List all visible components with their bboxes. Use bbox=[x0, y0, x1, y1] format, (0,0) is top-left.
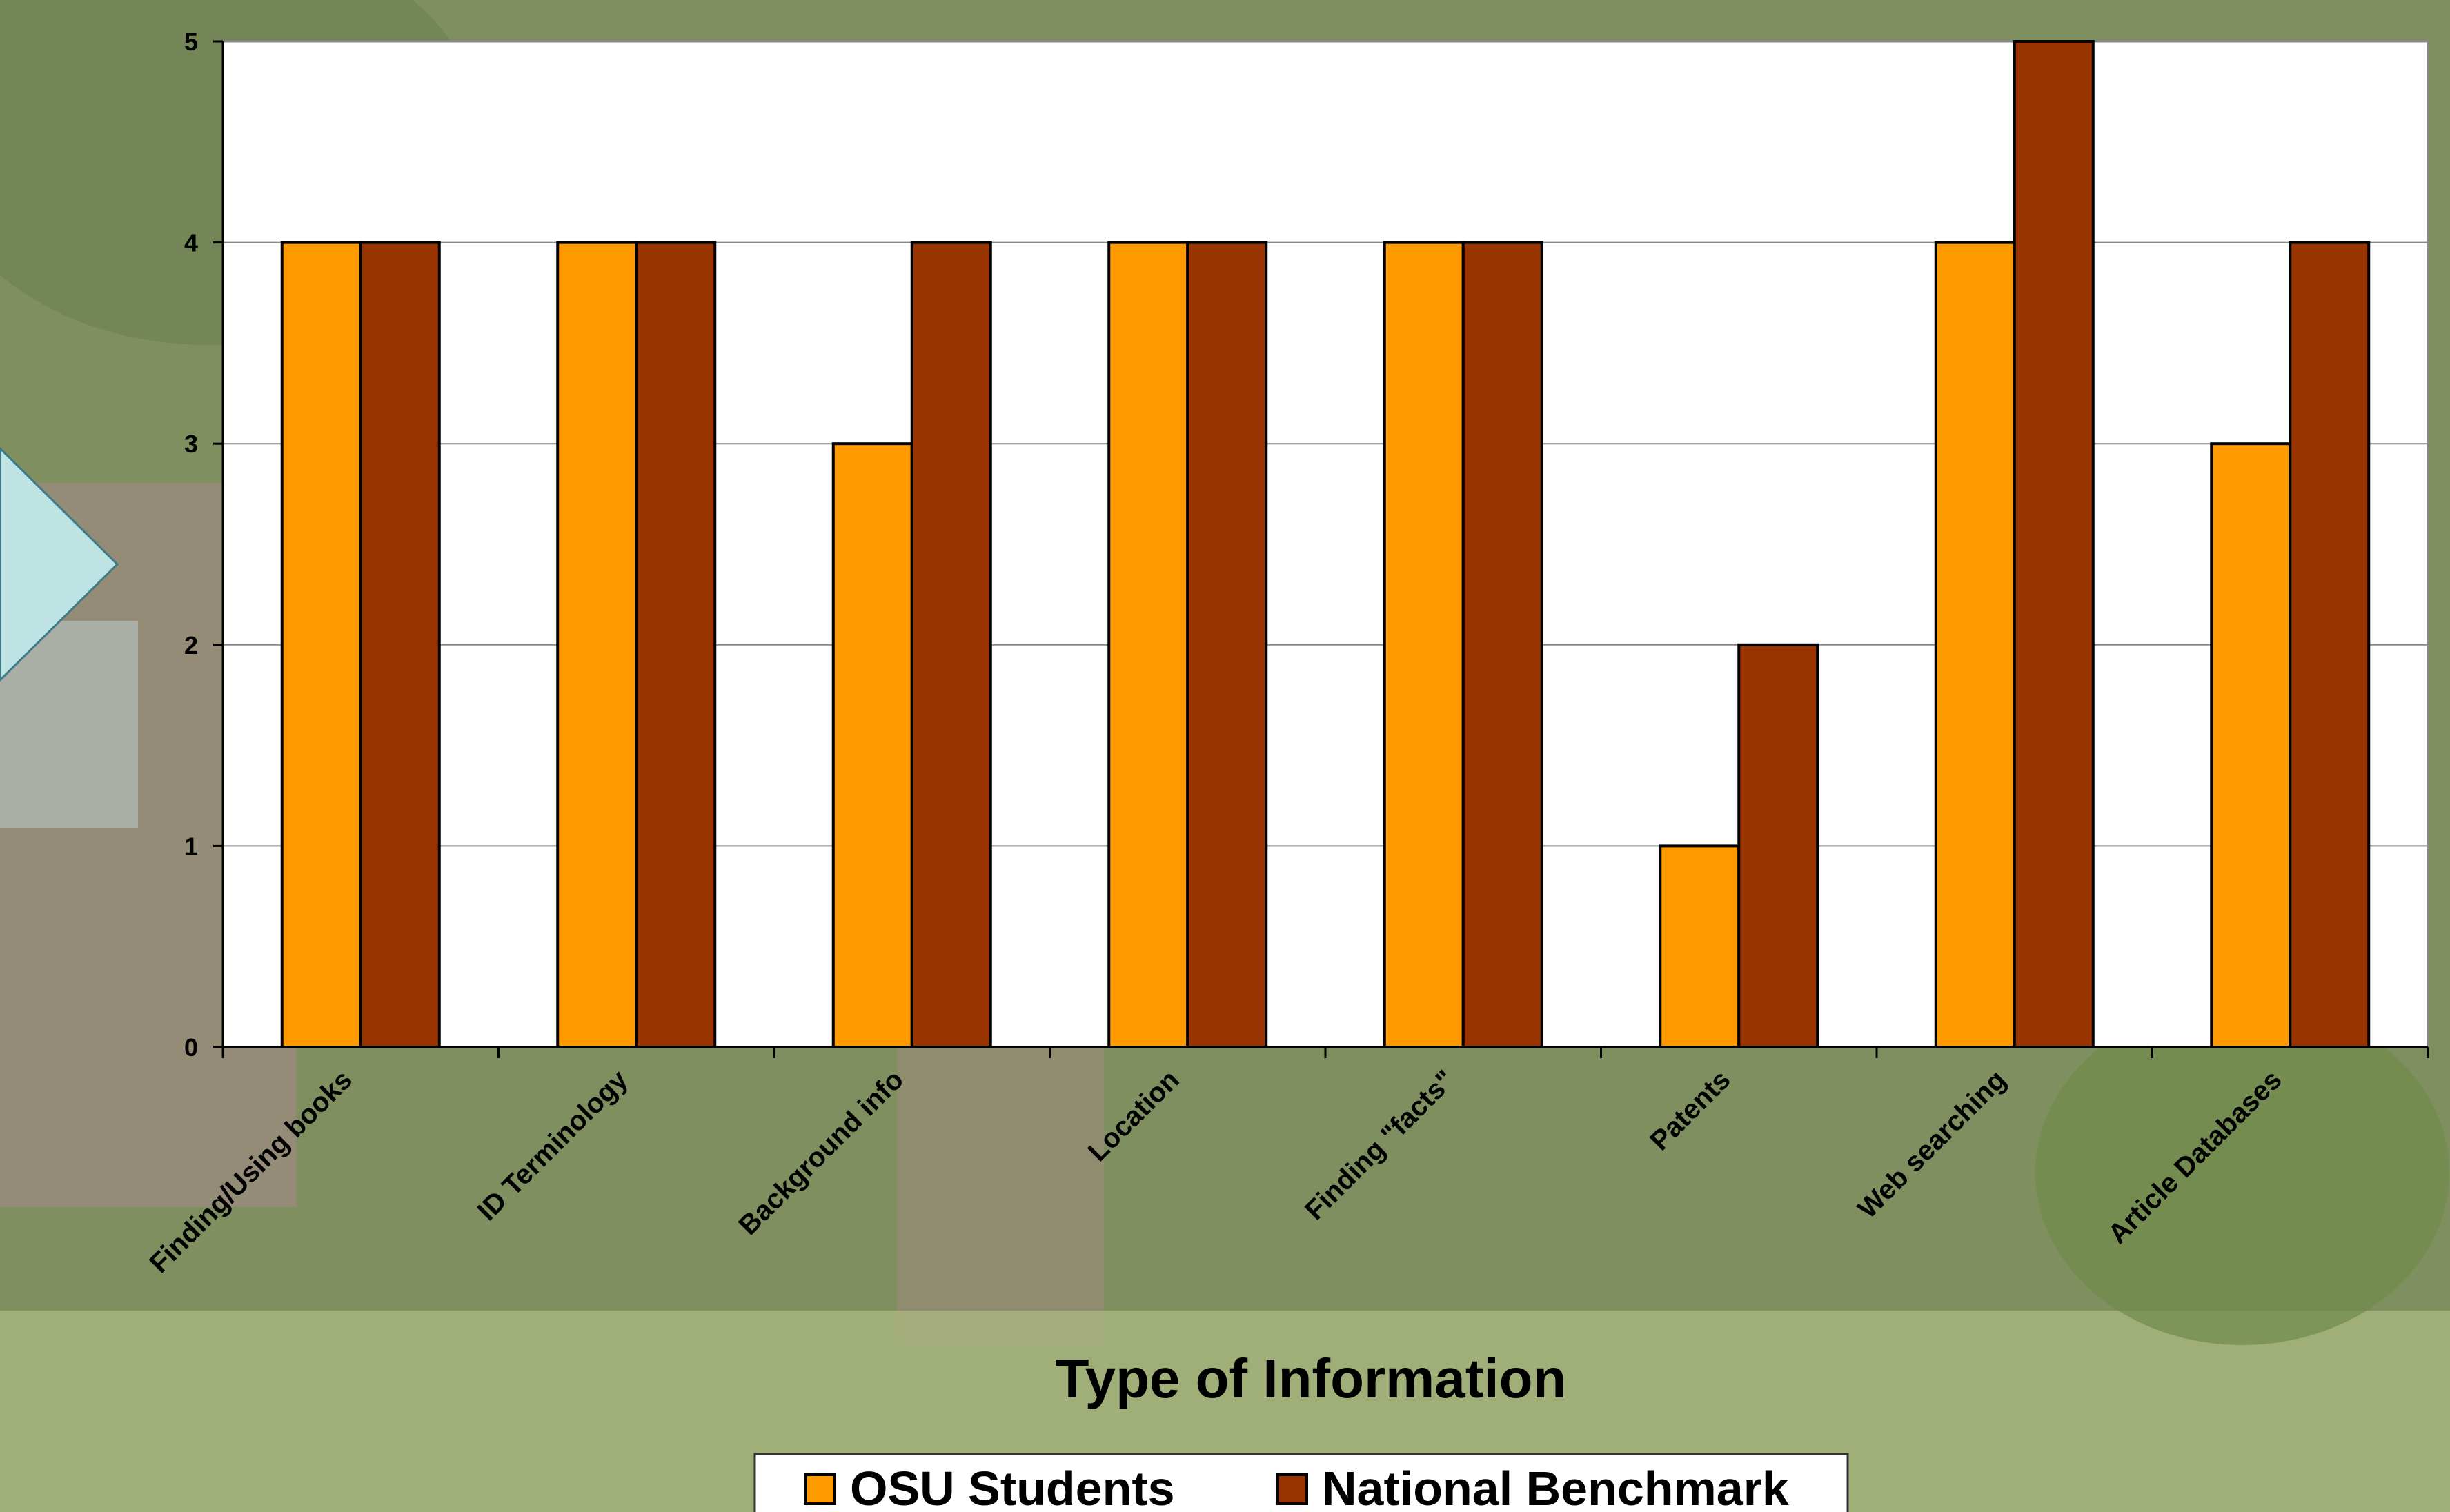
legend: OSU Students National Benchmark bbox=[753, 1453, 1849, 1512]
bar-osu-students bbox=[280, 241, 362, 1049]
bar-national-benchmark bbox=[2013, 40, 2095, 1048]
x-category-label: Patents bbox=[1644, 1064, 1736, 1156]
bar-osu-students bbox=[1659, 844, 1741, 1049]
bar-osu-students bbox=[1107, 241, 1189, 1049]
bar-national-benchmark bbox=[1186, 241, 1268, 1049]
y-tick-label: 0 bbox=[184, 1033, 198, 1062]
plot-area bbox=[221, 40, 2429, 1048]
y-tick-label: 5 bbox=[184, 28, 198, 56]
bar-osu-students bbox=[831, 442, 913, 1048]
y-tick-label: 3 bbox=[184, 430, 198, 458]
x-category-label: ID Terminology bbox=[472, 1064, 634, 1226]
bars bbox=[280, 40, 2371, 1049]
x-category-label: Finding/Using books bbox=[144, 1064, 358, 1279]
bar-national-benchmark bbox=[2289, 241, 2371, 1049]
y-tick-label: 4 bbox=[184, 229, 198, 257]
arrow-shape bbox=[0, 446, 119, 682]
x-axis-title: Type of Information bbox=[1056, 1348, 1567, 1409]
bar-national-benchmark bbox=[1461, 241, 1543, 1049]
x-category-label: Background info bbox=[733, 1064, 909, 1241]
y-tick-label: 2 bbox=[184, 631, 198, 659]
x-category-label: Location bbox=[1083, 1064, 1185, 1167]
bar-national-benchmark bbox=[910, 241, 992, 1049]
x-category-label: Finding "facts" bbox=[1299, 1064, 1461, 1226]
legend-label-osu-students: OSU Students bbox=[850, 1462, 1175, 1512]
bar-osu-students bbox=[1934, 241, 2016, 1049]
x-category-label: Article Databases bbox=[2102, 1064, 2288, 1250]
bar-national-benchmark bbox=[635, 241, 717, 1049]
y-tick-label: 1 bbox=[184, 832, 198, 860]
x-category-label: Web searching bbox=[1852, 1064, 2012, 1224]
bar-national-benchmark bbox=[359, 241, 441, 1049]
legend-swatch-osu-students bbox=[804, 1473, 836, 1505]
bar-osu-students bbox=[556, 241, 638, 1049]
bar-national-benchmark bbox=[1737, 643, 1819, 1048]
legend-label-national-benchmark: National Benchmark bbox=[1322, 1462, 1789, 1512]
bar-osu-students bbox=[1383, 241, 1465, 1049]
bar-osu-students bbox=[2210, 442, 2292, 1048]
legend-swatch-national-benchmark bbox=[1276, 1473, 1308, 1505]
